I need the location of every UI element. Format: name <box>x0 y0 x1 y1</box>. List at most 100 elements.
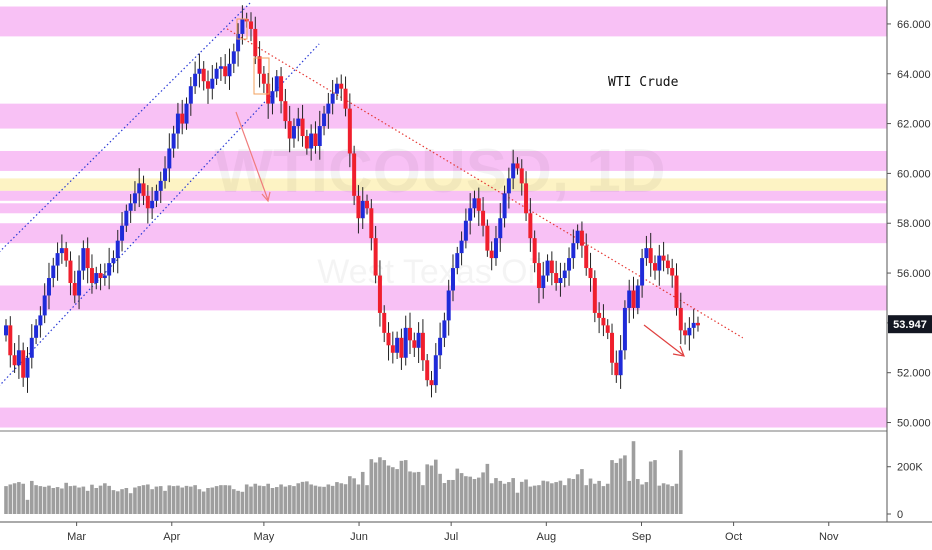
annotation-label[interactable]: WTI Crude <box>608 75 679 90</box>
candle <box>184 97 189 130</box>
candle <box>201 61 206 91</box>
candle-body <box>562 270 567 279</box>
volume-bar <box>524 479 528 514</box>
time-tick-label: Mar <box>67 531 86 543</box>
volume-tick-label: 0 <box>897 509 903 521</box>
volume-bar <box>68 486 73 514</box>
candle-body <box>25 357 30 378</box>
volume-bar <box>137 486 142 514</box>
volume-bar <box>532 485 537 514</box>
candle-body <box>171 133 176 149</box>
volume-bar <box>210 487 215 514</box>
candle <box>317 110 322 160</box>
candle-body <box>472 198 477 209</box>
candle-body <box>158 180 163 191</box>
highlight-box-top <box>236 18 248 40</box>
volume-bar <box>141 485 146 514</box>
candle-body <box>670 268 675 276</box>
zone-4 <box>0 190 887 201</box>
volume-bar <box>305 481 309 514</box>
volume-bar <box>528 486 533 514</box>
candle <box>554 260 559 291</box>
candle-body <box>8 325 13 356</box>
volume-bar <box>459 473 464 514</box>
volume-bar <box>21 483 25 514</box>
volume-bar <box>335 482 339 514</box>
volume-bar <box>29 480 34 514</box>
volume-bar <box>588 478 593 514</box>
candle-body <box>68 260 73 284</box>
price-tick-label: 50.000 <box>897 418 931 430</box>
volume-bar <box>485 463 490 514</box>
candle <box>640 248 645 298</box>
candle <box>330 79 335 115</box>
candle-body <box>657 255 662 271</box>
candle-body <box>326 103 331 114</box>
time-axis-ticks: Mar Apr May Jun Jul Aug Sep Oct Nov <box>67 522 839 543</box>
volume-bar <box>34 485 38 514</box>
candle <box>438 322 443 369</box>
candle-body <box>115 240 120 259</box>
volume-bar <box>502 483 507 514</box>
volume-bar <box>391 467 395 514</box>
forecast-arrow-1 <box>235 111 269 201</box>
volume-bar <box>8 484 13 514</box>
candle-body <box>584 245 589 269</box>
candle-body <box>627 290 632 308</box>
volume-axis-ticks: 200K 0 <box>887 462 923 521</box>
volume-bar <box>476 477 481 514</box>
candle <box>29 324 34 369</box>
volume-bar <box>554 482 558 514</box>
volume-bar <box>60 488 64 514</box>
candle-body <box>386 332 391 346</box>
candle <box>652 255 657 280</box>
candle-body <box>459 240 464 254</box>
candle <box>562 262 567 288</box>
volume-bar <box>120 489 124 514</box>
candle <box>46 262 51 310</box>
candle <box>502 185 507 228</box>
candle-body <box>450 268 455 291</box>
candle-body <box>614 362 619 376</box>
candle <box>77 255 82 310</box>
candle <box>94 266 99 290</box>
volume-bar <box>42 486 47 514</box>
candle <box>481 197 486 237</box>
volume-bar <box>103 483 107 514</box>
volume-bar <box>171 486 176 514</box>
volume-bar <box>17 482 21 514</box>
candle-body <box>46 278 51 296</box>
candle <box>145 185 150 224</box>
volume-bar <box>580 469 584 514</box>
candle <box>193 61 198 94</box>
candle <box>592 270 597 323</box>
candle-body <box>695 322 700 326</box>
candle-body <box>120 225 125 241</box>
volume-bar <box>167 485 172 514</box>
volume-bar <box>494 478 498 514</box>
candle-body <box>532 238 537 264</box>
volume-bar <box>451 479 455 514</box>
candle <box>42 283 47 324</box>
volume-bar <box>605 483 610 514</box>
candle-body <box>334 83 339 94</box>
volume-bar <box>481 472 485 514</box>
candle <box>446 279 451 336</box>
candle-body <box>395 337 400 353</box>
candle-body <box>4 325 8 336</box>
volume-bar <box>90 484 94 514</box>
volume-bar <box>455 468 460 514</box>
volume-bar <box>231 489 236 514</box>
candle-body <box>536 263 541 288</box>
candle-body <box>579 230 584 246</box>
candle <box>661 241 666 272</box>
volume-bar <box>236 490 240 514</box>
volume-bar <box>653 460 657 514</box>
candle-body <box>145 195 150 209</box>
candle-body <box>163 168 168 181</box>
volume-bar <box>678 450 683 514</box>
candle <box>257 41 262 88</box>
candle-body <box>515 163 520 169</box>
volume-bar <box>442 483 447 514</box>
